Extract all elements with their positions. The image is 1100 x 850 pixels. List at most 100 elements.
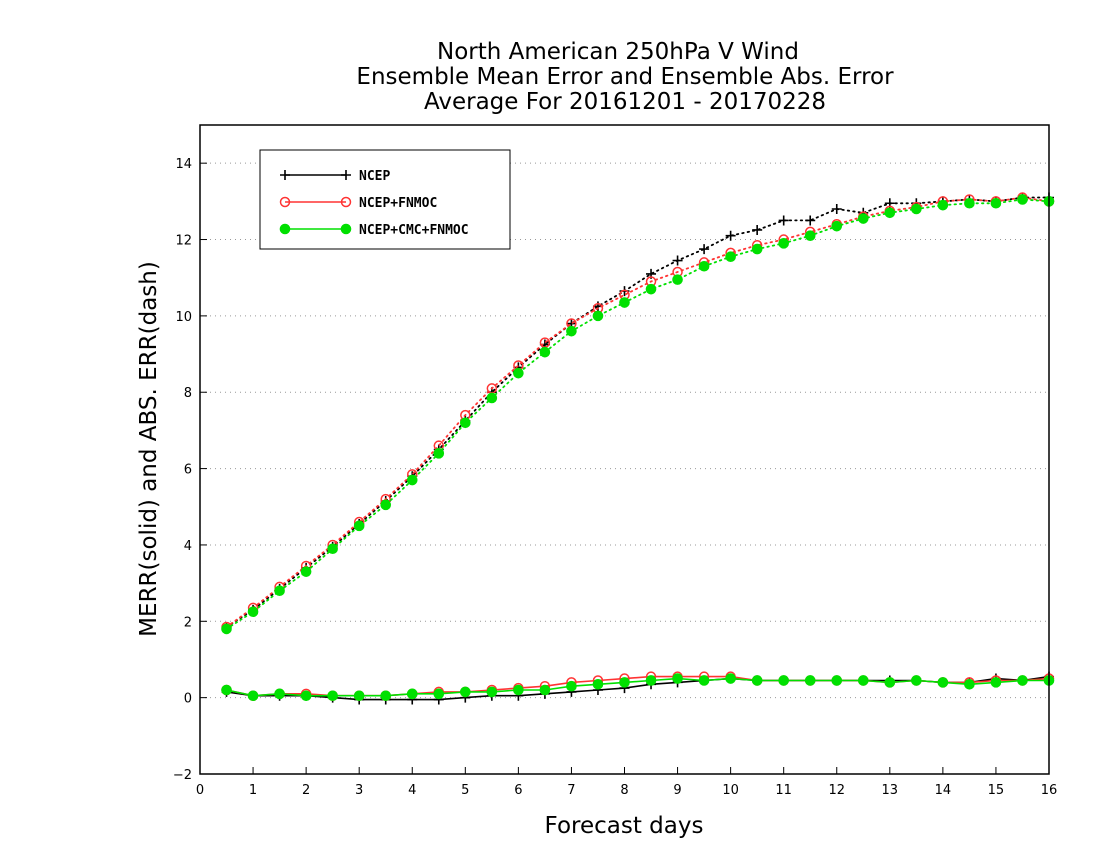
mean-error-point [990,677,1002,688]
abs-error-point [513,367,524,379]
mean-error-point [1017,675,1028,686]
x-tick-label: 6 [514,783,522,798]
abs-error-point [752,224,763,235]
abs-error-point [380,499,392,511]
abs-error-line [225,196,1050,628]
y-axis-label: MERR(solid) and ABS. ERR(dash) [136,261,162,637]
mean-error-point [645,675,657,686]
legend-box [259,149,511,250]
legend-marker [340,196,352,208]
mean-error-point [672,673,683,684]
abs-error-point [221,623,232,635]
x-tick-label: 8 [620,783,628,798]
abs-error-point [566,325,577,337]
y-tick-label: 14 [175,157,192,172]
legend-entry: NCEP+CMC+FNMOC [279,223,469,238]
abs-error-point [751,243,763,255]
y-tick-label: 2 [184,615,192,630]
series-ncep [221,192,1054,705]
mean-error-point [460,686,471,698]
x-tick-label: 1 [249,783,257,798]
mean-error-point [937,677,949,688]
abs-error-point [778,238,789,249]
mean-error-point [566,680,577,692]
abs-error-point [300,566,312,577]
abs-error-point [672,255,683,266]
abs-error-point [990,197,1002,209]
mean-error-line [226,677,1049,697]
mean-error-point [725,673,736,684]
abs-error-point [699,244,710,255]
abs-error-point [619,297,630,308]
abs-error-point [274,585,285,597]
mean-error-point [380,690,392,702]
abs-error-point [805,215,816,226]
x-tick-label: 9 [673,783,681,798]
y-tick-label: 10 [175,310,192,325]
abs-error-point [937,199,949,211]
mean-error-point [247,690,259,702]
x-tick-label: 3 [355,783,363,798]
legend-entry: NCEP [280,169,390,184]
abs-error-point [778,215,789,226]
mean-error-point [884,677,896,688]
chart-title: North American 250hPa V Wind Ensemble Me… [356,39,894,115]
abs-error-point [831,220,843,232]
abs-error-point [964,197,975,209]
title-line-3: Average For 20161201 - 20170228 [424,89,826,115]
legend-label: NCEP [359,169,390,184]
legend-marker [279,196,291,208]
abs-error-point [327,543,338,555]
legend-marker [341,170,351,180]
abs-error-point [486,392,498,404]
legend-label: NCEP+FNMOC [359,196,437,211]
title-line-1: North American 250hPa V Wind [437,39,799,65]
mean-error-point [592,678,604,690]
x-tick-label: 16 [1041,783,1058,798]
abs-error-point [725,251,736,263]
abs-error-point [592,310,604,322]
y-tick-label: 12 [175,234,192,249]
abs-error-point [353,520,365,532]
mean-error-point [964,678,975,690]
abs-error-line [225,196,1050,628]
abs-error-point [672,274,683,285]
mean-error-point [327,690,338,702]
abs-error-point [247,606,259,618]
y-axis: −2 0 2 4 6 8 10 12 14 [173,157,207,783]
mean-error-point [274,688,285,700]
mean-error-point [911,675,922,686]
mean-error-point [778,675,789,686]
x-tick-label: 5 [461,783,469,798]
abs-error-point [804,230,816,242]
x-tick-label: 7 [567,783,575,798]
abs-error-point [884,207,896,219]
x-tick-label: 14 [935,783,952,798]
abs-error-point [645,283,657,295]
mean-error-point [751,675,763,686]
abs-error-point [460,417,471,429]
x-tick-label: 2 [302,783,310,798]
abs-error-point [725,230,736,241]
legend-label: NCEP+CMC+FNMOC [359,223,469,238]
legend-marker [340,223,352,235]
series-layer [221,192,1055,705]
series-ncep-cmc-fnmoc [221,194,1055,702]
x-tick-label: 13 [882,783,899,798]
title-line-2: Ensemble Mean Error and Ensemble Abs. Er… [356,64,894,90]
y-tick-label: 4 [184,539,192,554]
mean-error-point [221,684,232,696]
x-tick-label: 11 [775,783,792,798]
x-tick-label: 4 [408,783,416,798]
mean-error-point [804,675,816,686]
abs-error-point [1017,194,1028,205]
y-tick-label: 6 [184,463,192,478]
legend-marker [280,170,290,180]
abs-error-line [225,198,1050,630]
legend-entry: NCEP+FNMOC [279,196,437,211]
mean-error-point [513,684,524,696]
y-tick-label: 0 [184,692,192,707]
mean-error-point [619,677,630,688]
mean-error-point [831,675,843,686]
